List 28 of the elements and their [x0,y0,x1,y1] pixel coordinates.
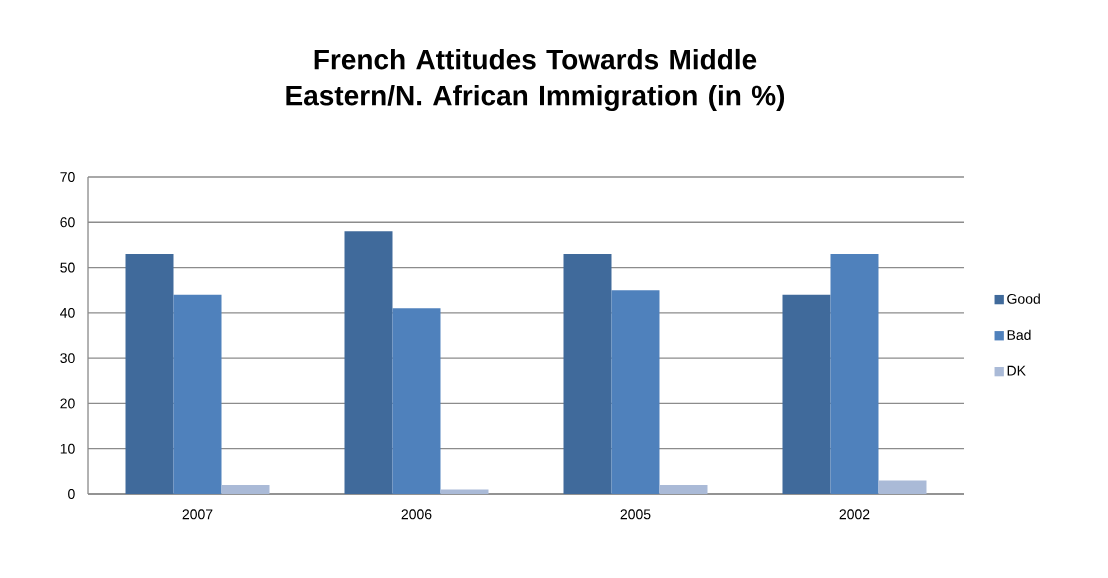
bar [392,308,441,494]
x-tick-label: 2007 [182,509,213,520]
y-tick-label: 0 [68,489,75,499]
x-tick-label: 2002 [839,509,870,520]
x-tick-label: 2006 [401,509,432,520]
bar [563,253,612,494]
bar [878,480,927,494]
bar [659,484,708,494]
chart-title: French Attitudes Towards Middle Eastern/N. African Immigration (in %) [286,48,785,112]
y-tick-label: 20 [60,398,75,409]
y-tick-label: 70 [60,172,75,182]
bar [221,484,270,494]
bar [344,231,393,494]
y-tick-label: 10 [60,443,75,454]
y-tick-label: 60 [60,217,75,228]
y-tick-label: 40 [60,307,75,318]
legend-label: Bad [1007,329,1031,340]
y-tick-label: 50 [60,262,75,273]
legend-label: Good [1007,293,1040,304]
bar [440,489,489,494]
x-tick-label: 2005 [620,509,651,520]
legend-label: DK [1007,365,1026,376]
bar [830,253,879,494]
bar [611,290,660,494]
y-tick-label: 30 [60,353,75,364]
bar [782,294,831,494]
bar [173,294,222,494]
bar [125,253,174,494]
